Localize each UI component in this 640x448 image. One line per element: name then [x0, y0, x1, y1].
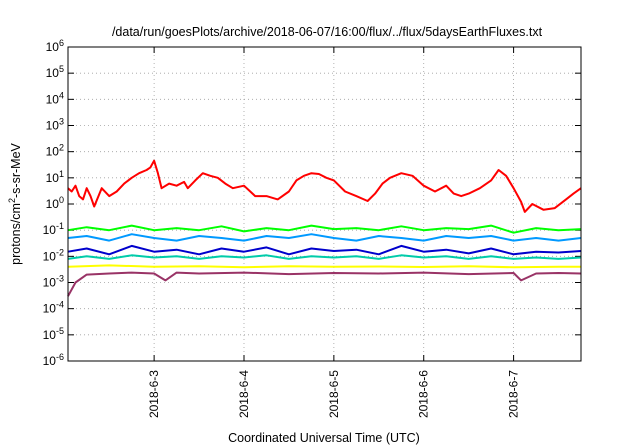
y-tick-label-exp: -5	[56, 326, 64, 336]
series-line-4	[67, 244, 582, 256]
y-tick-label-base: 10	[46, 145, 60, 159]
y-tick-label-base: 10	[46, 66, 60, 80]
y-tick-label-base: 10	[43, 302, 57, 316]
series-line-1	[67, 159, 582, 213]
y-tick-label-base: 10	[46, 92, 60, 106]
y-tick-label-exp: 3	[59, 117, 64, 127]
y-tick-label: 103	[46, 117, 64, 133]
y-tick-label: 102	[46, 143, 64, 159]
y-tick-label-exp: 0	[59, 195, 64, 205]
y-tick-label-exp: -3	[56, 274, 64, 284]
y-tick-label: 106	[46, 38, 64, 54]
x-tick-label: 2018-6-7	[507, 370, 521, 418]
y-axis-label: protons/cm2-s-sr-MeV	[7, 142, 23, 264]
y-tick-label: 10-6	[43, 352, 64, 368]
y-tick-label-base: 10	[46, 40, 60, 54]
x-tick-label: 2018-6-4	[237, 370, 251, 418]
grid	[68, 47, 581, 361]
y-axis-label-sup: 2	[7, 198, 17, 203]
x-tick-labels: 2018-6-3 2018-6-4 2018-6-5 2018-6-6 2018-6-7	[147, 370, 520, 418]
y-tick-label-base: 10	[43, 276, 57, 290]
y-axis-label-base: protons/cm	[9, 203, 23, 265]
y-tick-label-exp: 6	[59, 38, 64, 48]
y-tick-label-exp: -4	[56, 300, 64, 310]
y-tick-label: 100	[46, 195, 64, 211]
x-tick-label: 2018-6-5	[327, 370, 341, 418]
y-tick-label-exp: 5	[59, 64, 64, 74]
y-tick-label: 101	[46, 169, 64, 185]
y-tick-label-exp: 1	[59, 169, 64, 179]
y-tick-label-exp: 4	[59, 90, 64, 100]
x-tick-label: 2018-6-3	[147, 370, 161, 418]
y-tick-label-base: 10	[43, 249, 57, 263]
series-line-7	[67, 271, 582, 297]
y-tick-label: 10-4	[43, 300, 64, 316]
y-tick-label: 10-1	[43, 221, 64, 237]
y-axis-label-rest: -s-sr-MeV	[9, 142, 23, 198]
y-tick-label: 10-5	[43, 326, 64, 342]
y-tick-label-exp: -6	[56, 352, 64, 362]
plot-frame	[67, 46, 582, 362]
y-tick-label-exp: -2	[56, 247, 64, 257]
y-tick-label: 105	[46, 64, 64, 80]
y-tick-label-base: 10	[46, 171, 60, 185]
y-tick-label-base: 10	[46, 197, 60, 211]
series-line-2	[67, 224, 582, 234]
series-group	[67, 159, 582, 297]
series-line-3	[67, 233, 582, 242]
y-tick-label: 104	[46, 90, 64, 106]
x-tick-label: 2018-6-6	[417, 370, 431, 418]
y-tick-label: 10-3	[43, 274, 64, 290]
y-tick-label-base: 10	[43, 223, 57, 237]
series-line-5	[67, 254, 582, 260]
chart-title: /data/run/goesPlots/archive/2018-06-07/1…	[112, 25, 543, 39]
y-tick-label: 10-2	[43, 247, 64, 263]
series-line-6	[67, 264, 581, 269]
y-tick-label-exp: 2	[59, 143, 64, 153]
y-tick-label-base: 10	[43, 354, 57, 368]
y-tick-label-base: 10	[43, 328, 57, 342]
y-tick-label-base: 10	[46, 119, 60, 133]
y-tick-labels: 10-610-510-410-310-210-11001011021031041…	[43, 38, 64, 368]
x-axis-label: Coordinated Universal Time (UTC)	[228, 431, 420, 445]
y-tick-label-exp: -1	[56, 221, 64, 231]
